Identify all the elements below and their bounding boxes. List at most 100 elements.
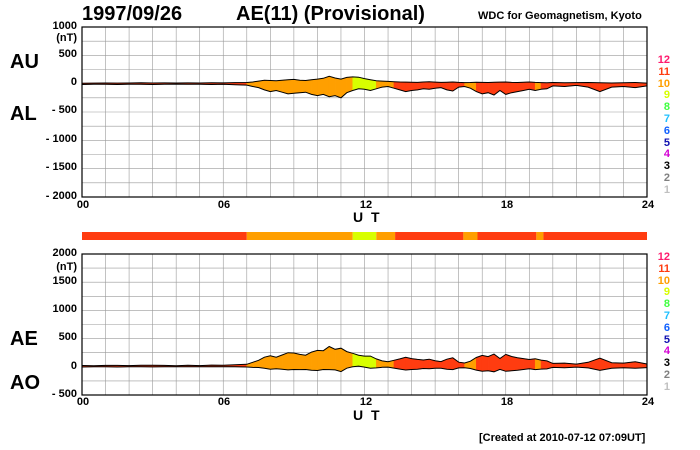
lower-area-segment: [328, 346, 336, 371]
lower-ytick-label: 500: [58, 331, 77, 343]
upper-ytick-label: 1000: [52, 20, 77, 32]
lower-area-segment: [481, 355, 489, 372]
ae-label: AE: [10, 328, 38, 350]
lower-area-segment: [399, 356, 406, 371]
upper-area-segment: [311, 78, 318, 96]
upper-xtick-label: 18: [500, 199, 514, 211]
lower-area-segment: [293, 352, 301, 370]
upper-area-segment: [540, 82, 548, 90]
lower-xtick-label: 24: [641, 396, 655, 408]
lower-area-segment: [270, 355, 277, 370]
lower-level-legend-2: 2: [663, 369, 670, 381]
ao-label: AO: [10, 372, 40, 394]
lower-area-segment: [311, 350, 318, 371]
activity-strip-segment: [376, 232, 396, 240]
lower-level-legend-7: 7: [663, 310, 670, 322]
upper-xtick-label: 24: [641, 199, 655, 211]
upper-level-legend-9: 9: [663, 89, 670, 102]
lower-xaxis-title: U T: [353, 407, 382, 423]
upper-area-segment: [511, 82, 518, 94]
activity-strip-segment: [246, 232, 353, 240]
activity-strip-segment: [395, 232, 464, 240]
lower-series-ae-line: [81, 345, 648, 367]
lower-ytick-label: 1500: [52, 275, 77, 287]
upper-area-segment: [281, 79, 289, 95]
upper-area-segment: [317, 77, 324, 96]
lower-level-legend-8: 8: [663, 298, 670, 311]
lower-area-segment: [446, 357, 454, 370]
upper-area-segment: [323, 75, 330, 98]
lower-yunit-label: (nT): [56, 261, 77, 273]
lower-area-segment: [281, 352, 289, 371]
upper-area-segment: [364, 78, 371, 91]
lower-ytick-label: 2000: [52, 247, 77, 259]
lower-area-segment: [423, 358, 430, 369]
upper-ytick-label: - 1500: [45, 161, 77, 173]
lower-area-segment: [417, 359, 424, 370]
upper-level-legend-7: 7: [663, 113, 670, 125]
lower-series-ao-line: [81, 365, 648, 373]
au-label: AU: [10, 51, 39, 73]
upper-area-segment: [270, 80, 277, 92]
upper-xtick-label: 00: [76, 199, 90, 211]
lower-area-segment: [346, 351, 353, 369]
lower-area-segment: [517, 357, 524, 371]
upper-area-segment: [328, 75, 336, 98]
lower-xtick-label: 12: [359, 396, 373, 408]
upper-area-segment: [287, 79, 295, 95]
upper-area-segment: [293, 79, 301, 94]
upper-level-legend-3: 3: [663, 160, 670, 173]
upper-xtick-label: 12: [359, 199, 373, 211]
upper-series-al-line: [81, 83, 648, 99]
activity-strip-segment: [463, 232, 478, 240]
lower-level-legend-6: 6: [663, 321, 670, 334]
activity-strip-segment: [352, 232, 377, 240]
lower-level-legend-9: 9: [663, 286, 670, 299]
lower-area-segment: [317, 350, 324, 371]
upper-ytick-label: 500: [58, 48, 77, 60]
lower-area-segment: [264, 355, 271, 370]
upper-ytick-label: - 1000: [45, 133, 77, 145]
lower-area-segment: [340, 347, 348, 373]
lower-area-segment: [611, 362, 624, 369]
upper-level-legend-10: 10: [657, 77, 670, 90]
lower-plot-frame: [81, 253, 648, 396]
source-label: WDC for Geomagnetism, Kyoto: [478, 10, 642, 22]
lower-level-legend-4: 4: [663, 345, 670, 358]
upper-level-legend-2: 2: [663, 172, 670, 184]
lower-ytick-label: 0: [70, 360, 77, 372]
chart-title: AE(11) (Provisional): [236, 3, 425, 25]
upper-level-legend-5: 5: [663, 136, 670, 149]
upper-level-legend-11: 11: [658, 65, 670, 78]
lower-area-segment: [358, 354, 365, 368]
lower-xtick-label: 18: [500, 396, 514, 408]
lower-area-segment: [529, 358, 536, 370]
lower-area-segment: [540, 359, 548, 370]
lower-xtick-label: 06: [217, 396, 231, 408]
upper-area-segment: [452, 81, 459, 92]
upper-series-au-line: [81, 75, 648, 84]
lower-xtick-label: 00: [76, 396, 90, 408]
activity-strip-segment: [536, 232, 544, 240]
lower-area-segment: [405, 357, 412, 371]
upper-area-segment: [587, 82, 601, 92]
date-label: 1997/09/26: [82, 3, 183, 25]
upper-ytick-label: - 500: [51, 104, 77, 116]
lower-level-legend-10: 10: [657, 274, 670, 287]
upper-level-legend-12: 12: [657, 54, 670, 66]
upper-xaxis-title: U T: [353, 209, 382, 225]
upper-area-segment: [481, 82, 489, 95]
al-label: AL: [10, 103, 37, 125]
lower-area-segment: [411, 358, 418, 370]
upper-ytick-label: - 2000: [45, 190, 77, 202]
upper-level-legend-6: 6: [663, 124, 670, 137]
lower-level-legend-5: 5: [663, 333, 670, 346]
upper-yunit-label: (nT): [56, 32, 77, 44]
lower-area-segment: [511, 356, 518, 371]
upper-area-segment: [352, 76, 359, 91]
upper-area-segment: [599, 82, 612, 92]
activity-strip-segment: [477, 232, 537, 240]
lower-level-legend-12: 12: [657, 251, 670, 263]
upper-plot-frame: [81, 26, 648, 198]
